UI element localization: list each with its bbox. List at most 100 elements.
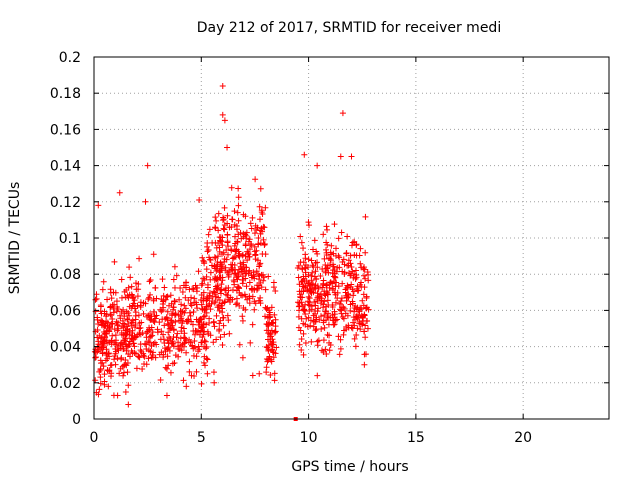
data-point	[338, 229, 345, 236]
data-point	[317, 273, 324, 280]
data-point	[98, 334, 105, 341]
data-point	[208, 300, 215, 307]
data-point	[308, 277, 315, 284]
data-point	[212, 298, 219, 305]
data-point	[199, 306, 206, 313]
data-point	[194, 305, 201, 312]
data-point	[298, 299, 305, 306]
data-point	[203, 309, 210, 316]
data-point	[160, 304, 167, 311]
data-point	[315, 292, 322, 299]
data-point	[224, 231, 231, 238]
y-tick-label: 0.04	[50, 340, 81, 356]
data-point	[112, 332, 119, 339]
data-point	[266, 331, 273, 338]
data-point	[212, 265, 219, 272]
data-point	[97, 367, 104, 374]
data-point	[357, 245, 364, 252]
data-point	[310, 323, 317, 330]
data-point	[130, 300, 137, 307]
data-point	[109, 320, 116, 327]
data-point	[250, 272, 257, 279]
data-point	[149, 332, 156, 339]
data-point	[191, 331, 198, 338]
data-point	[218, 286, 225, 293]
data-point	[100, 338, 107, 345]
data-point	[336, 264, 343, 271]
data-point	[191, 373, 198, 380]
data-point	[324, 331, 331, 338]
y-tick-label: 0.08	[50, 267, 81, 283]
data-point	[137, 299, 144, 306]
data-point	[213, 285, 220, 292]
data-point	[321, 324, 328, 331]
data-point	[116, 370, 123, 377]
data-point	[127, 353, 134, 360]
data-point	[164, 293, 171, 300]
data-point	[130, 340, 137, 347]
data-point	[318, 347, 325, 354]
data-point	[219, 342, 226, 348]
data-point	[107, 323, 114, 330]
data-point	[232, 270, 239, 277]
data-point	[147, 311, 154, 318]
data-point	[193, 368, 200, 375]
data-point	[125, 284, 132, 291]
data-point	[297, 327, 304, 334]
data-point	[321, 288, 328, 295]
data-point	[353, 331, 360, 338]
data-point	[253, 247, 260, 254]
data-point	[189, 321, 196, 328]
data-point	[236, 302, 243, 309]
data-point	[232, 233, 239, 240]
data-point	[218, 251, 225, 258]
data-point	[254, 257, 261, 264]
data-point	[343, 326, 350, 333]
data-point	[164, 308, 171, 315]
data-point	[246, 279, 253, 286]
data-point	[229, 261, 236, 268]
data-point	[298, 346, 305, 353]
data-point	[172, 318, 179, 325]
data-point	[198, 301, 205, 308]
data-point	[336, 254, 343, 261]
data-point	[223, 256, 230, 263]
data-point	[199, 333, 206, 340]
data-point	[216, 320, 223, 327]
data-point	[124, 316, 131, 323]
data-point	[237, 229, 244, 236]
data-point	[133, 365, 140, 372]
data-point	[106, 367, 113, 374]
data-point	[237, 263, 244, 270]
data-point	[305, 271, 312, 278]
data-point	[362, 334, 369, 341]
data-point	[267, 372, 274, 379]
data-point	[176, 317, 183, 324]
data-point	[331, 308, 338, 315]
data-point	[147, 277, 154, 284]
data-point	[145, 347, 152, 354]
data-point	[256, 263, 263, 270]
data-point	[311, 237, 318, 244]
data-point	[251, 298, 258, 305]
data-point	[112, 345, 119, 352]
data-point	[268, 304, 275, 311]
data-point	[248, 225, 255, 232]
data-point	[170, 333, 177, 340]
data-point	[310, 289, 317, 296]
data-point	[348, 153, 355, 160]
data-point	[190, 352, 197, 359]
data-point	[104, 296, 111, 303]
data-point	[105, 383, 112, 390]
data-point	[211, 254, 218, 261]
data-point	[347, 272, 354, 279]
data-point	[235, 185, 242, 192]
data-point	[121, 362, 128, 369]
data-point	[122, 389, 129, 396]
data-point	[219, 314, 226, 321]
data-point	[233, 247, 240, 254]
data-point	[323, 350, 330, 357]
data-point	[326, 284, 333, 291]
data-point	[362, 322, 369, 329]
data-point	[186, 368, 193, 375]
